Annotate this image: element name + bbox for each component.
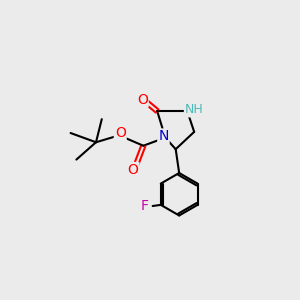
Text: O: O <box>115 126 126 140</box>
Text: NH: NH <box>185 103 204 116</box>
Text: O: O <box>128 163 138 177</box>
Text: O: O <box>137 92 148 106</box>
Text: F: F <box>141 199 148 213</box>
Text: N: N <box>158 130 169 143</box>
